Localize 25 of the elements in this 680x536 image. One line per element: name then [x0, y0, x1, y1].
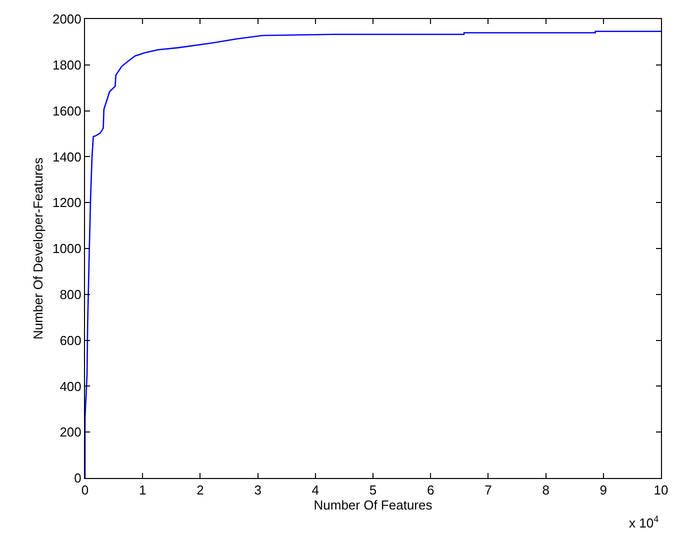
line-series: [85, 30, 661, 478]
y-tick-label: 800: [60, 286, 82, 302]
x-tick-label: 8: [542, 482, 550, 498]
y-tick-label: 0: [74, 470, 82, 486]
x-tick-label: 7: [484, 482, 492, 498]
y-tick-label: 200: [60, 424, 82, 440]
x-tick-label: 2: [196, 482, 204, 498]
x-axis-title: Number Of Features: [314, 498, 433, 513]
x-tick-label: 3: [254, 482, 262, 498]
y-tick-label: 1400: [52, 149, 82, 164]
text: x 10$^{4}$: [629, 514, 659, 530]
x-tick-label: 1: [138, 482, 146, 498]
x-tick-label: 10: [654, 482, 668, 498]
x-tick-label: 9: [600, 482, 608, 498]
y-tick-label: 1800: [52, 57, 82, 72]
y-tick-label: 1200: [52, 195, 82, 210]
x-tick-label: 6: [426, 482, 434, 498]
y-tick-label: 1000: [52, 241, 82, 256]
x-tick-label: 5: [369, 482, 377, 498]
y-axis-title: Number Of Developer-Features: [30, 156, 46, 340]
y-tick-label: 600: [60, 332, 82, 348]
y-tick-label: 1600: [52, 103, 82, 118]
x-tick-label: 4: [312, 482, 320, 498]
y-tick-label: 400: [60, 378, 82, 394]
y-tick-label: 2000: [52, 12, 82, 27]
